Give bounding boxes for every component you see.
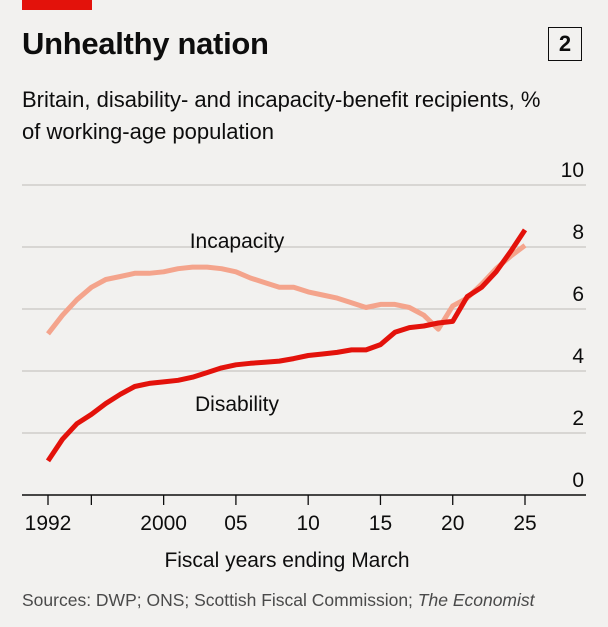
series-line-incapacity — [46, 243, 527, 336]
y-tick-label: 0 — [572, 469, 584, 492]
x-tick-label: 15 — [369, 512, 392, 535]
source-text: Sources: DWP; ONS; Scottish Fiscal Commi… — [22, 590, 418, 610]
x-tick-label: 05 — [224, 512, 247, 535]
series-label-disability: Disability — [195, 393, 280, 416]
x-tick-label: 10 — [297, 512, 320, 535]
series-line-disability — [45, 228, 528, 463]
y-tick-label: 2 — [572, 407, 584, 430]
series-lines — [45, 228, 528, 463]
brand-bar — [22, 0, 92, 10]
gridlines — [22, 184, 586, 496]
series-label-incapacity: Incapacity — [190, 230, 285, 253]
chart-number-badge: 2 — [548, 27, 582, 61]
y-axis-ticks: 0 2 4 6 8 10 — [561, 159, 585, 492]
chart-subtitle: Britain, disability- and incapacity-bene… — [22, 87, 541, 144]
x-tick-label: 25 — [513, 512, 536, 535]
series-labels: Incapacity Disability — [190, 230, 285, 416]
x-tick-label: 2000 — [140, 512, 187, 535]
x-tick-label: 1992 — [25, 512, 72, 535]
y-tick-label: 8 — [572, 221, 584, 244]
source-italic: The Economist — [417, 590, 535, 610]
y-tick-label: 6 — [572, 283, 584, 306]
x-tick-label: 20 — [441, 512, 464, 535]
x-axis-title: Fiscal years ending March — [164, 549, 409, 572]
x-axis: 1992 2000 05 10 15 20 25 — [25, 495, 537, 535]
y-tick-label: 4 — [572, 345, 584, 368]
y-tick-label: 10 — [561, 159, 584, 182]
chart-title: Unhealthy nation — [22, 26, 269, 61]
source-note: Sources: DWP; ONS; Scottish Fiscal Commi… — [22, 590, 535, 611]
